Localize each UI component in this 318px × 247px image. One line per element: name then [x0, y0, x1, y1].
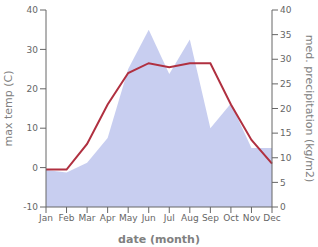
svg-text:Nov: Nov — [243, 213, 261, 223]
svg-text:0: 0 — [280, 202, 286, 212]
svg-text:Mar: Mar — [79, 213, 96, 223]
svg-text:Aug: Aug — [181, 213, 199, 223]
svg-text:Dec: Dec — [263, 213, 280, 223]
svg-text:35: 35 — [280, 30, 291, 40]
svg-text:Apr: Apr — [100, 213, 116, 223]
svg-text:40: 40 — [280, 5, 292, 15]
svg-text:med. precipitation (kg/m2): med. precipitation (kg/m2) — [303, 35, 310, 183]
svg-text:-10: -10 — [23, 202, 38, 212]
svg-text:15: 15 — [280, 128, 291, 138]
svg-text:Oct: Oct — [223, 213, 239, 223]
svg-text:max temp (C): max temp (C) — [8, 70, 15, 146]
svg-text:10: 10 — [280, 153, 292, 163]
svg-text:25: 25 — [280, 79, 291, 89]
svg-text:Jan: Jan — [38, 213, 53, 223]
svg-text:Sep: Sep — [202, 213, 219, 223]
svg-text:30: 30 — [280, 54, 292, 64]
svg-text:0: 0 — [32, 163, 38, 173]
svg-text:May: May — [119, 213, 138, 223]
svg-text:20: 20 — [280, 104, 292, 114]
svg-text:Jul: Jul — [163, 213, 175, 223]
svg-text:5: 5 — [280, 178, 286, 188]
svg-text:date (month): date (month) — [118, 233, 200, 246]
svg-text:20: 20 — [27, 84, 39, 94]
svg-text:Feb: Feb — [59, 213, 75, 223]
svg-text:30: 30 — [27, 45, 39, 55]
svg-text:40: 40 — [27, 5, 39, 15]
svg-text:10: 10 — [27, 123, 39, 133]
svg-text:Jun: Jun — [141, 213, 156, 223]
